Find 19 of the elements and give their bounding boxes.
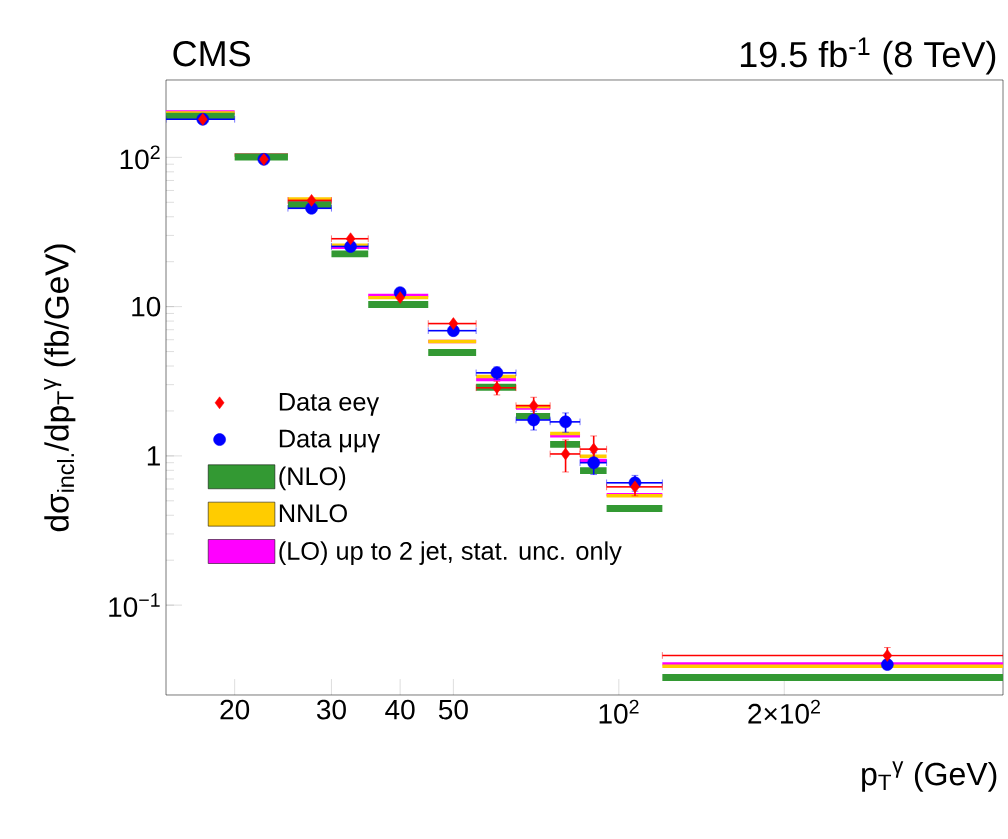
x-tick-label: 20 xyxy=(220,699,250,720)
x-tick-label: 10$^{2}$ xyxy=(599,699,639,724)
y-tick-label: 10 xyxy=(132,296,161,317)
y-tick-label: 10$^{2}$ xyxy=(120,145,160,170)
legend-label: Data μμγ xyxy=(279,429,381,453)
legend-label: NNLO xyxy=(279,504,347,523)
chart-subtitle: 19.5 fb$^{-1}$ (8 TeV) xyxy=(740,37,996,75)
y-axis-title: dσ$_{incl.}$/dp$_{T}$$^{γ}$ (fb/GeV) xyxy=(44,244,76,532)
y-tick-label: 1 xyxy=(147,446,160,466)
x-axis-title: p$_{T}$$^{γ}$ (GeV) xyxy=(862,761,997,792)
legend-label: (NLO) xyxy=(279,466,346,491)
legend-label: (LO) up to 2 jet, stat. unc. only xyxy=(279,541,622,565)
chart-title: CMS xyxy=(173,40,250,67)
x-tick-label: 2×10$^{2}$ xyxy=(748,699,820,724)
x-tick-label: 50 xyxy=(438,699,468,720)
x-tick-label: 30 xyxy=(316,699,346,720)
y-tick-label: 10$^{−1}$ xyxy=(109,593,160,618)
legend-label: Data eeγ xyxy=(279,393,380,416)
x-tick-label: 40 xyxy=(385,699,415,720)
